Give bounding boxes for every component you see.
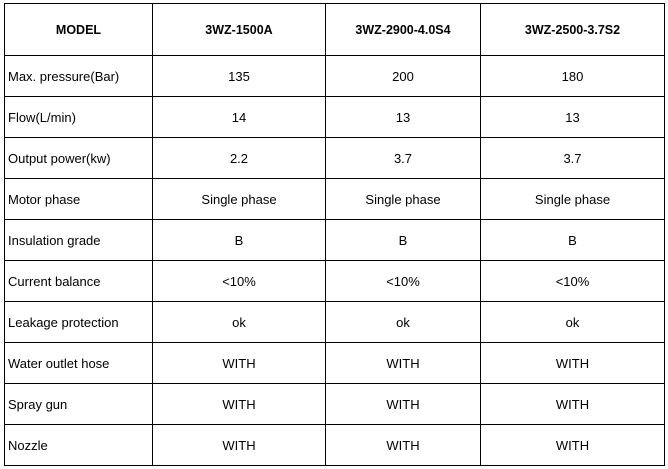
table-cell: Single phase: [325, 178, 481, 220]
table-cell: WITH: [480, 342, 665, 384]
table-cell: Single phase: [480, 178, 665, 220]
table-cell: 2.2: [152, 137, 326, 179]
table-body: Max. pressure(Bar) 135 200 180 Flow(L/min) 14…: [4, 55, 665, 466]
row-label: Water outlet hose: [4, 342, 153, 384]
row-label: Leakage protection: [4, 301, 153, 343]
table-cell: WITH: [152, 383, 326, 425]
table-cell: 135: [152, 55, 326, 97]
table-row: Insulation grade B B B: [4, 219, 665, 261]
table-row: Current balance <10% <10% <10%: [4, 260, 665, 302]
table-cell: <10%: [480, 260, 665, 302]
table-cell: WITH: [152, 424, 326, 466]
table-cell: WITH: [325, 424, 481, 466]
table-row: Spray gun WITH WITH WITH: [4, 383, 665, 425]
table-row: Water outlet hose WITH WITH WITH: [4, 342, 665, 384]
row-label: Output power(kw): [4, 137, 153, 179]
row-label: Max. pressure(Bar): [4, 55, 153, 97]
table-cell: WITH: [325, 383, 481, 425]
table-row: Motor phase Single phase Single phase Singl…: [4, 178, 665, 220]
table-cell: ok: [152, 301, 326, 343]
row-label: Current balance: [4, 260, 153, 302]
header-cell: 3WZ-1500A: [152, 3, 326, 56]
table-cell: WITH: [152, 342, 326, 384]
table-cell: ok: [480, 301, 665, 343]
table-cell: 13: [325, 96, 481, 138]
table-row: Leakage protection ok ok ok: [4, 301, 665, 343]
table-row: Output power(kw) 2.2 3.7 3.7: [4, 137, 665, 179]
row-label: Spray gun: [4, 383, 153, 425]
row-label: Motor phase: [4, 178, 153, 220]
header-row: MODEL 3WZ-1500A 3WZ-2900-4.0S4 3WZ-2500-3.7…: [4, 3, 665, 56]
table-cell: B: [480, 219, 665, 261]
table-cell: 3.7: [325, 137, 481, 179]
spec-table: MODEL 3WZ-1500A 3WZ-2900-4.0S4 3WZ-2500-3.7…: [4, 3, 665, 466]
table-cell: 180: [480, 55, 665, 97]
table-cell: 14: [152, 96, 326, 138]
table-cell: <10%: [152, 260, 326, 302]
table-cell: <10%: [325, 260, 481, 302]
table-cell: ok: [325, 301, 481, 343]
row-label: Insulation grade: [4, 219, 153, 261]
table-row: Nozzle WITH WITH WITH: [4, 424, 665, 466]
row-label: Flow(L/min): [4, 96, 153, 138]
table-cell: WITH: [325, 342, 481, 384]
header-cell: 3WZ-2900-4.0S4: [325, 3, 481, 56]
table-row: Flow(L/min) 14 13 13: [4, 96, 665, 138]
table-cell: 13: [480, 96, 665, 138]
table-cell: B: [325, 219, 481, 261]
header-cell: 3WZ-2500-3.7S2: [480, 3, 665, 56]
spec-table-container: MODEL 3WZ-1500A 3WZ-2900-4.0S4 3WZ-2500-3.7…: [4, 3, 665, 466]
row-label: Nozzle: [4, 424, 153, 466]
table-cell: WITH: [480, 383, 665, 425]
table-cell: 3.7: [480, 137, 665, 179]
table-cell: 200: [325, 55, 481, 97]
table-cell: B: [152, 219, 326, 261]
table-row: Max. pressure(Bar) 135 200 180: [4, 55, 665, 97]
table-cell: WITH: [480, 424, 665, 466]
header-cell: MODEL: [4, 3, 153, 56]
table-cell: Single phase: [152, 178, 326, 220]
